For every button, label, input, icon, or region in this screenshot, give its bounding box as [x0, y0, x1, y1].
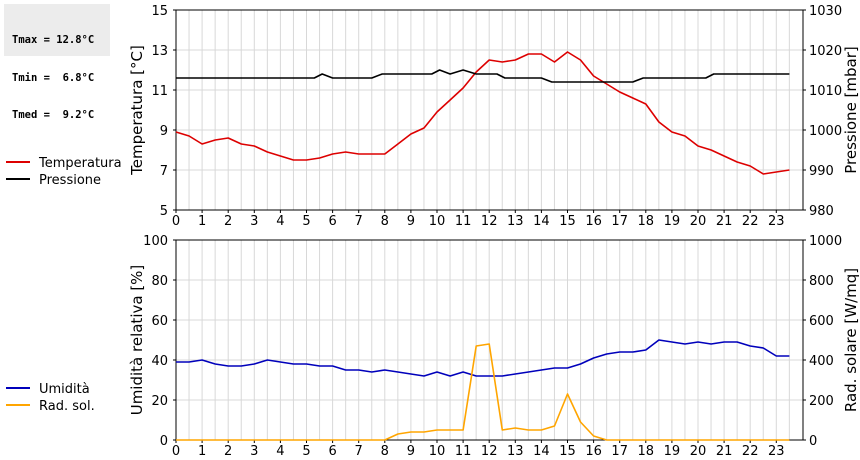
- chart1-x-tick-label: 6: [328, 214, 336, 229]
- chart1-x-tick-label: 0: [172, 214, 180, 229]
- chart1-y-tick-label: 11: [151, 84, 168, 99]
- chart1-legend-label-temperatura: Temperatura: [38, 156, 122, 171]
- tmax-label: Tmax = 12.8°C: [12, 34, 95, 46]
- chart1-ylabel-right: Pressione [mbar]: [842, 46, 860, 174]
- chart1-y-tick-label: 9: [160, 124, 168, 139]
- chart2-x-tick-label: 18: [638, 444, 655, 459]
- chart2-x-tick-label: 8: [381, 444, 389, 459]
- chart1-x-tick-label: 15: [559, 214, 576, 229]
- chart1-x-tick-label: 19: [664, 214, 681, 229]
- chart2-y-tick-label: 100: [143, 234, 168, 249]
- chart1-x-tick-label: 16: [585, 214, 602, 229]
- chart2-x-tick-label: 15: [559, 444, 576, 459]
- chart2-x-tick-label: 20: [690, 444, 707, 459]
- chart2-legend-label-umidit: Umidità: [39, 382, 90, 397]
- chart1-x-tick-label: 7: [355, 214, 363, 229]
- chart2-x-tick-label: 17: [611, 444, 628, 459]
- chart1-y2-tick-label: 1030: [809, 4, 842, 19]
- chart1-y-tick-label: 5: [160, 204, 168, 219]
- chart2-series-rad-sol: [176, 343, 790, 441]
- chart2-x-tick-label: 2: [224, 444, 232, 459]
- chart2-y-tick-label: 40: [151, 354, 168, 369]
- chart1-x-tick-label: 23: [768, 214, 785, 229]
- chart1-x-tick-label: 18: [638, 214, 655, 229]
- chart2-x-tick-label: 0: [172, 444, 180, 459]
- chart1-y2-tick-label: 980: [809, 204, 834, 219]
- chart2-legend-label-rad-sol: Rad. sol.: [39, 399, 95, 414]
- chart2-y2-tick-label: 200: [809, 394, 834, 409]
- chart2-x-tick-label: 19: [664, 444, 681, 459]
- chart2-ylabel-right: Rad. solare [W/mq]: [842, 268, 860, 412]
- chart1-legend-label-pressione: Pressione: [39, 173, 101, 188]
- chart1-x-tick-label: 9: [407, 214, 415, 229]
- chart1-y2-tick-label: 990: [809, 164, 834, 179]
- chart1-x-tick-label: 1: [198, 214, 206, 229]
- chart1-y-tick-label: 13: [151, 44, 168, 59]
- chart2-x-tick-label: 23: [768, 444, 785, 459]
- chart2-x-tick-label: 16: [585, 444, 602, 459]
- chart2-x-tick-label: 12: [481, 444, 498, 459]
- chart2-y2-tick-label: 800: [809, 274, 834, 289]
- chart2-x-tick-label: 5: [302, 444, 310, 459]
- chart1-y2-tick-label: 1010: [809, 84, 842, 99]
- chart1-x-tick-label: 11: [455, 214, 472, 229]
- chart1-y2-tick-label: 1020: [809, 44, 842, 59]
- chart1-x-tick-label: 4: [276, 214, 284, 229]
- chart2-x-tick-label: 11: [455, 444, 472, 459]
- chart2-series-umidit: [176, 339, 790, 377]
- chart1-series-pressione: [176, 69, 790, 83]
- chart2-y2-tick-label: 600: [809, 314, 834, 329]
- chart2-x-tick-label: 13: [507, 444, 524, 459]
- chart2-y-tick-label: 60: [151, 314, 168, 329]
- chart1-x-tick-label: 21: [716, 214, 733, 229]
- chart2-ylabel: Umidità relativa [%]: [128, 265, 146, 416]
- chart2-y2-tick-label: 400: [809, 354, 834, 369]
- chart2-x-tick-label: 10: [429, 444, 446, 459]
- chart1-ylabel: Temperatura [°C]: [128, 45, 146, 176]
- chart2-x-tick-label: 21: [716, 444, 733, 459]
- chart2-y2-tick-label: 1000: [809, 234, 842, 249]
- chart2-x-tick-label: 9: [407, 444, 415, 459]
- chart1-x-tick-label: 17: [611, 214, 628, 229]
- chart2-x-tick-label: 14: [533, 444, 550, 459]
- chart1-series-temperatura: [175, 51, 790, 175]
- chart2-y-tick-label: 80: [151, 274, 168, 289]
- chart2-y-tick-label: 0: [160, 434, 168, 449]
- chart1-y-tick-label: 7: [160, 164, 168, 179]
- chart2-x-tick-label: 1: [198, 444, 206, 459]
- chart2-x-tick-label: 3: [250, 444, 258, 459]
- chart1-x-tick-label: 2: [224, 214, 232, 229]
- chart1-x-tick-label: 14: [533, 214, 550, 229]
- chart2-x-tick-label: 4: [276, 444, 284, 459]
- tmed-label: Tmed = 9.2°C: [12, 109, 95, 121]
- chart1-x-tick-label: 10: [429, 214, 446, 229]
- chart1-x-tick-label: 12: [481, 214, 498, 229]
- chart1-x-tick-label: 8: [381, 214, 389, 229]
- chart2-y2-tick-label: 0: [809, 434, 817, 449]
- chart1-x-tick-label: 22: [742, 214, 759, 229]
- chart2-x-tick-label: 6: [328, 444, 336, 459]
- chart1-y-tick-label: 15: [151, 4, 168, 19]
- tmin-label: Tmin = 6.8°C: [12, 71, 95, 84]
- chart1-x-tick-label: 13: [507, 214, 524, 229]
- chart1-y2-tick-label: 1000: [809, 124, 842, 139]
- chart2-x-tick-label: 7: [355, 444, 363, 459]
- chart1-x-tick-label: 3: [250, 214, 258, 229]
- stats-box: Tmax = 12.8°C Tmin = 6.8°C Tmed = 9.2°C: [4, 4, 110, 121]
- chart1-x-tick-label: 5: [302, 214, 310, 229]
- chart2-y-tick-label: 20: [151, 394, 168, 409]
- chart1-x-tick-label: 20: [690, 214, 707, 229]
- chart2-x-tick-label: 22: [742, 444, 759, 459]
